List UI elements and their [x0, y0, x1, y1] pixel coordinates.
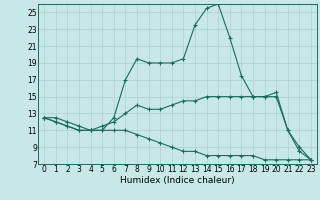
- X-axis label: Humidex (Indice chaleur): Humidex (Indice chaleur): [120, 176, 235, 185]
